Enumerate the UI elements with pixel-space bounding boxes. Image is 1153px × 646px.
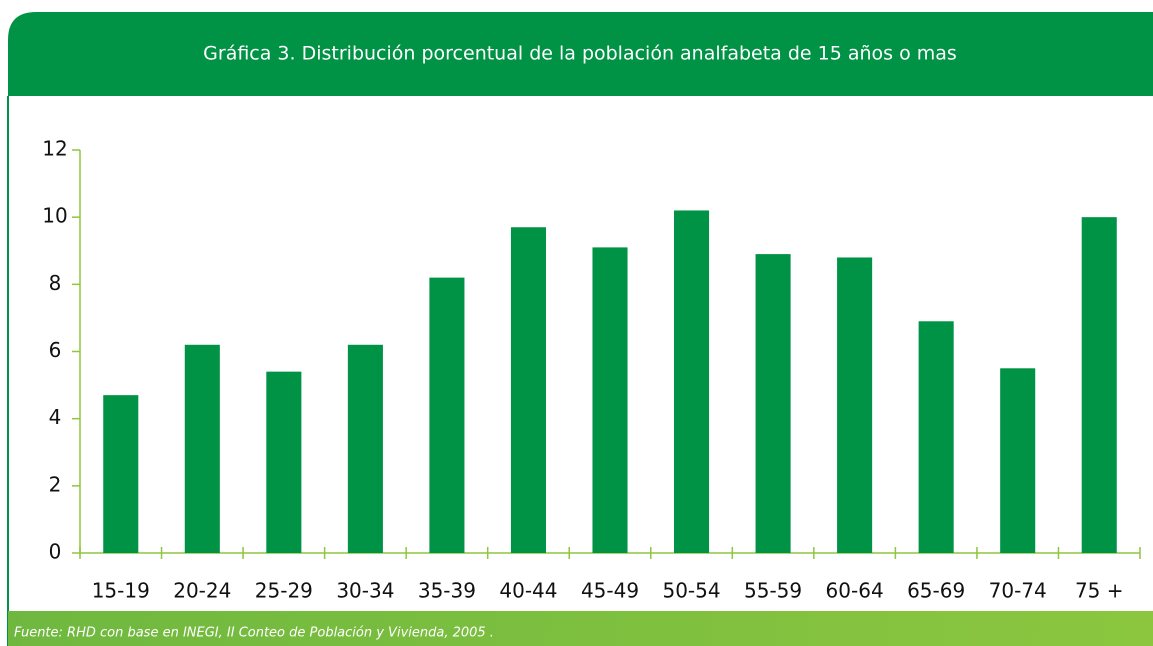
x-tick-label: 55-59 [744, 579, 802, 603]
x-tick-label: 70-74 [989, 579, 1047, 603]
y-tick-label: 8 [49, 271, 62, 295]
y-tick-label: 4 [49, 405, 62, 429]
bar [1081, 217, 1117, 553]
y-tick-label: 2 [49, 472, 62, 496]
bar [918, 321, 954, 553]
bar [429, 277, 465, 553]
bar [837, 257, 873, 553]
y-tick-label: 10 [42, 204, 67, 228]
bar [510, 227, 546, 553]
plot-background [8, 96, 1153, 610]
header-band [8, 12, 1153, 96]
x-tick-label: 50-54 [662, 579, 720, 603]
x-tick-label: 65-69 [907, 579, 965, 603]
x-tick-label: 20-24 [173, 579, 231, 603]
bar [592, 247, 628, 553]
bar [184, 344, 220, 553]
y-tick-label: 12 [42, 137, 67, 161]
x-tick-label: 25-29 [255, 579, 313, 603]
x-tick-label: 15-19 [92, 579, 150, 603]
x-tick-label: 30-34 [336, 579, 394, 603]
source-note: Fuente: RHD con base en INEGI, II Conteo… [14, 626, 494, 641]
bar [266, 371, 302, 553]
x-tick-label: 35-39 [418, 579, 476, 603]
y-tick-label: 6 [49, 338, 62, 362]
x-tick-label: 60-64 [826, 579, 884, 603]
bar [755, 254, 791, 553]
bar [674, 210, 710, 553]
bar [1000, 368, 1036, 553]
bar [347, 344, 383, 553]
footer-band [8, 611, 1153, 646]
x-tick-label: 75 + [1075, 579, 1124, 603]
x-tick-label: 45-49 [581, 579, 639, 603]
x-tick-label: 40-44 [499, 579, 557, 603]
y-tick-label: 0 [49, 540, 62, 564]
chart-title: Gráfica 3. Distribución porcentual de la… [203, 43, 957, 65]
bar [103, 395, 139, 553]
